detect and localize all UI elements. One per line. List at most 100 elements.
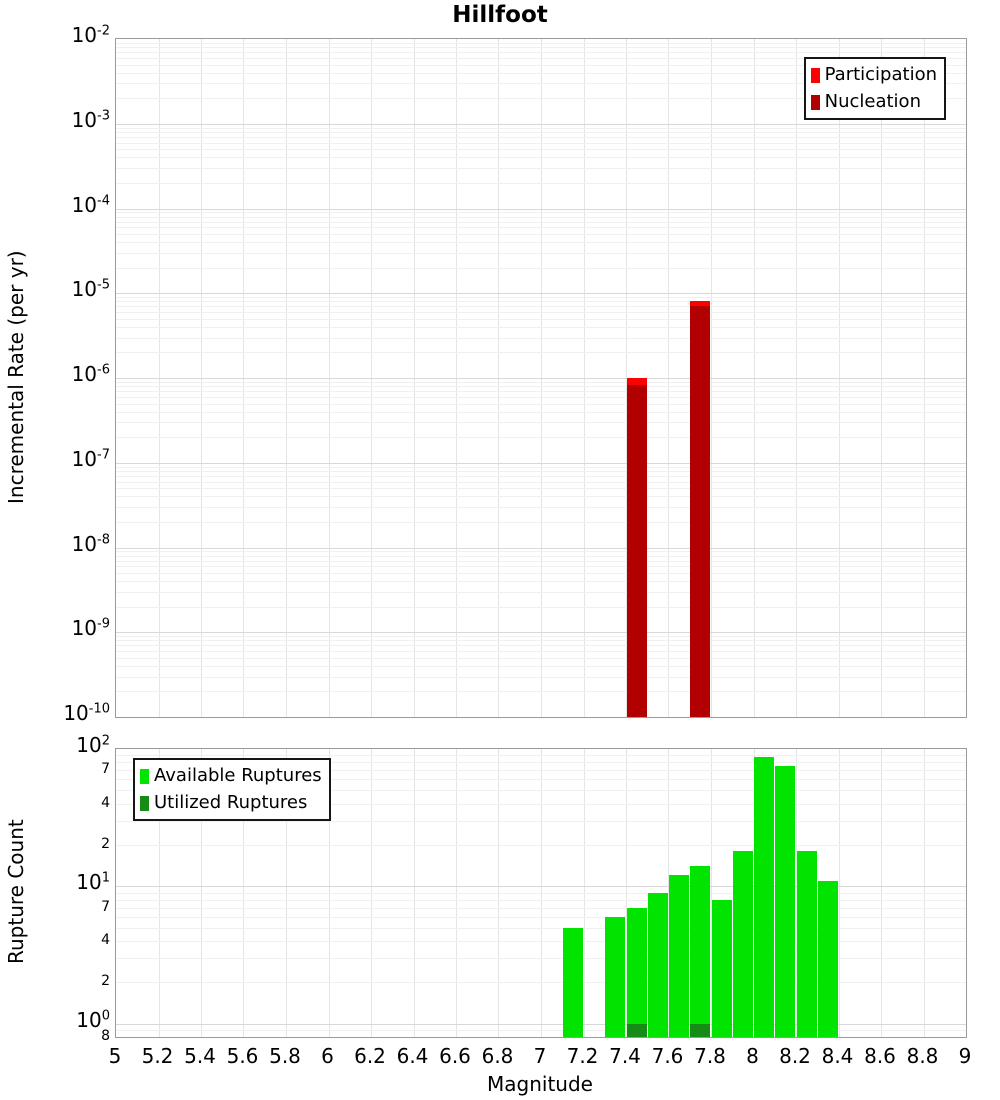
minor-gridline (116, 397, 966, 398)
major-gridline (116, 463, 966, 464)
minor-gridline (116, 98, 966, 99)
y-axis-tick-label: 10-7 (71, 446, 110, 471)
legend-label-available-ruptures: Available Ruptures (154, 765, 322, 786)
minor-gridline (116, 327, 966, 328)
y-axis-tick-label: 101 (76, 870, 110, 895)
available-ruptures-bar (797, 851, 817, 1037)
x-axis-tick-label: 7.8 (694, 1044, 726, 1068)
minor-gridline (116, 234, 966, 235)
minor-gridline (116, 779, 966, 780)
minor-gridline (116, 306, 966, 307)
utilized-ruptures-bar (627, 1024, 647, 1037)
x-axis-tick-label: 8.8 (906, 1044, 939, 1068)
minor-gridline (116, 636, 966, 637)
minor-gridline (116, 790, 966, 791)
minor-gridline (116, 58, 966, 59)
minor-gridline (116, 762, 966, 763)
minor-gridline (116, 268, 966, 269)
minor-gridline (116, 143, 966, 144)
minor-gridline (116, 217, 966, 218)
available-ruptures-bar (627, 908, 647, 1037)
minor-gridline (116, 928, 966, 929)
x-axis-tick-label: 5 (108, 1044, 122, 1068)
y-axis-tick-label: 10-2 (71, 23, 110, 47)
x-axis-tick-label: 5.2 (141, 1044, 174, 1068)
minor-gridline (116, 908, 966, 909)
minor-gridline (116, 821, 966, 822)
minor-gridline (116, 551, 966, 552)
minor-gridline (116, 566, 966, 567)
available-ruptures-swatch (140, 768, 149, 784)
minor-gridline (116, 297, 966, 298)
nucleation-swatch (810, 94, 820, 110)
major-gridline (116, 293, 966, 294)
available-ruptures-bar (775, 766, 795, 1037)
count-plot-panel: Available Ruptures Utilized Ruptures (115, 748, 967, 1038)
participation-swatch (810, 67, 820, 83)
minor-gridline (116, 183, 966, 184)
bottom-y-axis-label: Rupture Count (4, 819, 28, 965)
minor-gridline (116, 645, 966, 646)
y-axis-tick-label: 10-6 (71, 362, 110, 386)
major-gridline (116, 632, 966, 633)
y-axis-tick-label: 10-3 (71, 107, 110, 132)
y-axis-minor-tick-label: 4 (101, 794, 110, 811)
y-axis-tick-label: 10-4 (71, 192, 110, 217)
minor-gridline (116, 253, 966, 254)
minor-gridline (116, 157, 966, 158)
legend-item-participation: Participation (810, 62, 937, 88)
minor-gridline (116, 581, 966, 582)
x-axis-tick-label: 9 (958, 1044, 972, 1068)
minor-gridline (116, 319, 966, 320)
minor-gridline (116, 338, 966, 339)
y-axis-tick-label: 10-10 (63, 701, 110, 725)
available-ruptures-bar (818, 881, 838, 1037)
available-ruptures-bar (669, 875, 689, 1037)
minor-gridline (116, 556, 966, 557)
minor-gridline (116, 73, 966, 74)
minor-gridline (116, 212, 966, 213)
y-axis-minor-tick-label: 8 (101, 1028, 110, 1044)
minor-gridline (116, 222, 966, 223)
y-axis-minor-tick-label: 7 (101, 898, 110, 915)
y-axis-minor-tick-label: 2 (101, 836, 110, 852)
legend-label-nucleation: Nucleation (824, 91, 921, 112)
major-gridline (116, 209, 966, 210)
rate-plot-panel: Participation Nucleation (115, 38, 967, 718)
minor-gridline (116, 312, 966, 313)
legend-label-participation: Participation (824, 64, 937, 85)
minor-gridline (116, 149, 966, 150)
minor-gridline (116, 561, 966, 562)
x-axis-tick-label: 7.4 (609, 1044, 641, 1068)
x-axis-tick-label: 8.4 (821, 1044, 854, 1068)
y-axis-minor-tick-label: 4 (101, 932, 110, 948)
major-gridline (116, 1024, 966, 1025)
x-axis-tick-label: 7 (533, 1044, 547, 1068)
available-ruptures-bar (712, 900, 732, 1037)
minor-gridline (116, 845, 966, 846)
legend-item-utilized-ruptures: Utilized Ruptures (140, 790, 322, 816)
minor-gridline (116, 677, 966, 678)
chart-title: Hillfoot (452, 2, 548, 28)
minor-gridline (116, 43, 966, 44)
x-axis-tick-label: 6 (321, 1044, 334, 1068)
minor-gridline (116, 958, 966, 959)
minor-gridline (116, 412, 966, 413)
top-y-axis-label: Incremental Rate (per yr) (4, 250, 28, 504)
nucleation-bar (627, 385, 647, 717)
minor-gridline (116, 128, 966, 129)
minor-gridline (116, 507, 966, 508)
major-gridline (116, 886, 966, 887)
utilized-ruptures-swatch (140, 795, 149, 811)
minor-gridline (116, 900, 966, 901)
minor-gridline (116, 132, 966, 133)
minor-gridline (116, 522, 966, 523)
minor-gridline (116, 804, 966, 805)
minor-gridline (116, 168, 966, 169)
available-ruptures-bar (605, 917, 625, 1037)
count-legend: Available Ruptures Utilized Ruptures (133, 758, 331, 821)
minor-gridline (116, 755, 966, 756)
legend-label-utilized-ruptures: Utilized Ruptures (154, 792, 308, 813)
available-ruptures-bar (648, 893, 668, 1037)
available-ruptures-bar (690, 866, 710, 1037)
